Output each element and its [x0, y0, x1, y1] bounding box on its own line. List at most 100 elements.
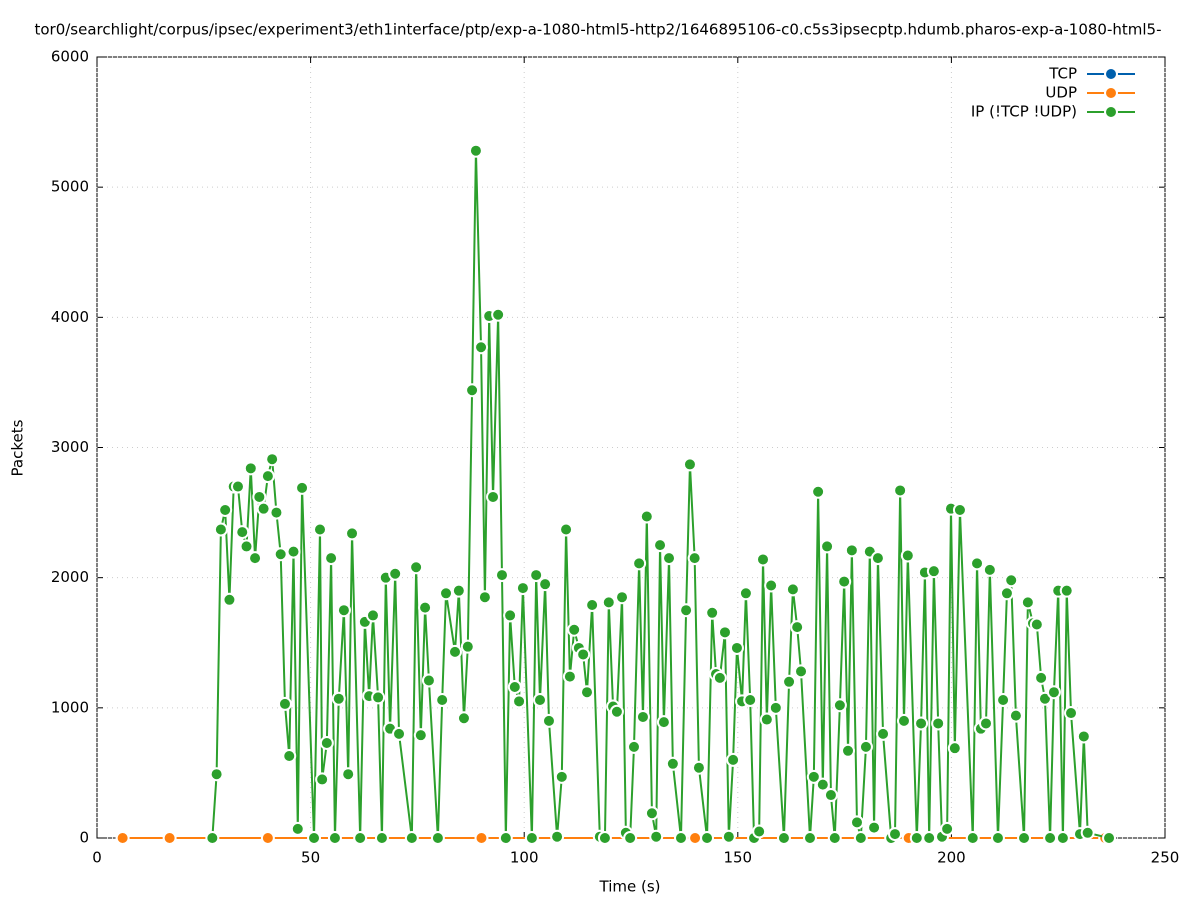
data-point — [554, 769, 569, 784]
data-point — [447, 644, 462, 659]
data-point — [559, 522, 574, 537]
data-point — [218, 502, 233, 517]
data-point — [265, 452, 280, 467]
data-point — [844, 543, 859, 558]
data-point — [947, 741, 962, 756]
data-point — [965, 831, 980, 845]
data-point — [609, 704, 624, 719]
data-point — [815, 777, 830, 792]
data-point — [990, 831, 1005, 845]
data-point — [345, 526, 360, 541]
data-point — [900, 548, 915, 563]
data-point — [811, 484, 826, 499]
data-point — [597, 831, 612, 845]
data-point — [1059, 583, 1074, 598]
data-point — [721, 829, 736, 844]
data-point — [277, 696, 292, 711]
data-point — [353, 831, 368, 845]
data-point — [759, 712, 774, 727]
data-point — [252, 489, 267, 504]
data-point — [679, 603, 694, 618]
y-axis-label: Packets — [9, 419, 27, 476]
data-point — [468, 143, 483, 158]
data-point — [705, 605, 720, 620]
data-point — [576, 647, 591, 662]
data-point — [541, 713, 556, 728]
data-point — [465, 383, 480, 398]
data-point — [726, 752, 741, 767]
legend-label: UDP — [1045, 84, 1077, 102]
data-point — [239, 539, 254, 554]
data-point — [209, 767, 224, 782]
data-point — [764, 578, 779, 593]
data-point — [1004, 573, 1019, 588]
data-point — [743, 693, 758, 708]
data-point — [451, 583, 466, 598]
data-point — [639, 509, 654, 524]
legend-label: TCP — [1048, 65, 1077, 83]
data-point — [776, 831, 791, 845]
y-tick-label: 6000 — [51, 48, 89, 66]
data-point — [205, 831, 220, 845]
data-point — [700, 831, 715, 845]
data-point — [729, 640, 744, 655]
data-point — [785, 582, 800, 597]
data-point — [365, 608, 380, 623]
data-point — [494, 568, 509, 583]
data-point — [331, 691, 346, 706]
y-tick-label: 3000 — [51, 438, 89, 456]
x-tick-label: 100 — [510, 849, 539, 867]
data-point — [601, 595, 616, 610]
data-point — [996, 693, 1011, 708]
data-point — [327, 831, 342, 845]
data-point — [858, 739, 873, 754]
data-point — [307, 831, 322, 845]
data-point — [1029, 617, 1044, 632]
data-point — [260, 469, 275, 484]
x-tick-label: 50 — [301, 849, 320, 867]
x-axis-label: Time (s) — [599, 878, 661, 896]
data-point — [940, 821, 955, 836]
data-point — [1043, 831, 1058, 845]
data-point — [430, 831, 445, 845]
data-point — [273, 547, 288, 562]
data-point — [319, 735, 334, 750]
data-point — [579, 685, 594, 700]
data-point — [550, 829, 565, 844]
x-tick-label: 0 — [92, 849, 102, 867]
data-point — [1076, 729, 1091, 744]
data-point — [1020, 595, 1035, 610]
data-point — [653, 538, 668, 553]
x-tick-label: 150 — [723, 849, 752, 867]
data-point — [790, 620, 805, 635]
x-tick-label: 200 — [937, 849, 966, 867]
data-point — [1008, 708, 1023, 723]
data-point — [222, 592, 237, 607]
data-point — [213, 522, 228, 537]
data-point — [515, 581, 530, 596]
data-point — [982, 562, 997, 577]
data-point — [738, 586, 753, 601]
data-point — [413, 728, 428, 743]
data-point — [926, 564, 941, 579]
data-point — [421, 673, 436, 688]
data-point — [392, 726, 407, 741]
data-point — [768, 700, 783, 715]
data-point — [374, 831, 389, 845]
x-tick-label: 250 — [1151, 849, 1180, 867]
data-point — [524, 831, 539, 845]
data-point — [827, 831, 842, 845]
data-point — [644, 806, 659, 821]
data-point — [312, 522, 327, 537]
data-point — [1046, 685, 1061, 700]
data-point — [1064, 706, 1079, 721]
data-point — [162, 831, 177, 845]
data-point — [290, 821, 305, 836]
data-point — [823, 788, 838, 803]
data-point — [1080, 825, 1095, 840]
data-point — [632, 556, 647, 571]
data-point — [486, 489, 501, 504]
data-point — [853, 831, 868, 845]
